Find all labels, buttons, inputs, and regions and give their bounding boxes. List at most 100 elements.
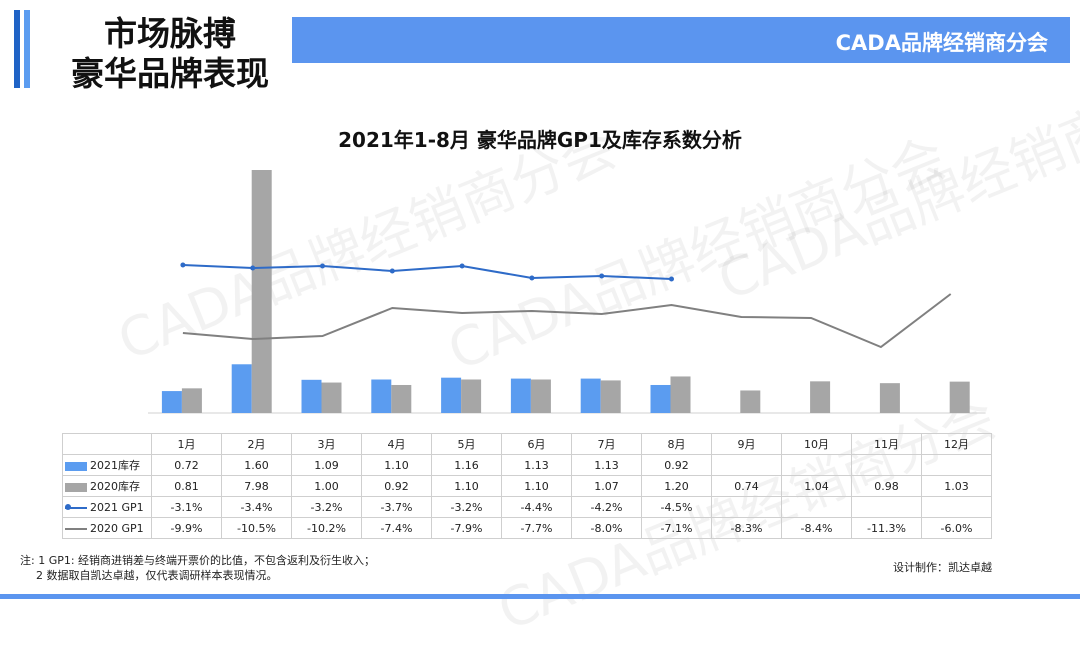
page-title-line1: 市场脉搏: [104, 14, 236, 53]
table-header-cell: 2月: [221, 433, 292, 455]
table-header-cell: 6月: [501, 433, 572, 455]
bar-2020-inventory: [530, 379, 551, 413]
table-cell: 7.98: [221, 475, 292, 497]
table-cell: -10.5%: [221, 517, 292, 539]
credit: 设计制作：凯达卓越: [893, 561, 992, 574]
bar-2020-inventory: [949, 381, 970, 413]
table-cell: 0.92: [361, 475, 432, 497]
table-cell: -3.2%: [431, 496, 502, 518]
table-header-cell: 9月: [711, 433, 782, 455]
bar-2021-inventory: [510, 378, 531, 413]
header-accent-bar: [14, 10, 20, 88]
legend-swatch: [65, 461, 87, 471]
chart-title: 2021年1-8月 豪华品牌GP1及库存系数分析: [338, 128, 742, 152]
bar-2020-inventory: [461, 379, 482, 413]
table-cell: -8.4%: [781, 517, 852, 539]
bar-2020-inventory: [321, 382, 342, 413]
table-cell: 0.92: [641, 454, 712, 476]
table-cell: -7.9%: [431, 517, 502, 539]
legend-entry: 2020库存: [62, 475, 152, 497]
legend-swatch: [65, 482, 87, 492]
point-2021-gp1: [250, 265, 256, 271]
table-cell: -3.4%: [221, 496, 292, 518]
bar-2020-inventory: [391, 384, 412, 413]
table-cell: -8.0%: [571, 517, 642, 539]
table-cell: 1.10: [431, 475, 502, 497]
point-2021-gp1: [180, 262, 186, 268]
bar-2021-inventory: [231, 364, 252, 413]
table-cell: 1.03: [921, 475, 992, 497]
table-cell: -4.5%: [641, 496, 712, 518]
legend-entry: 2021库存: [62, 454, 152, 476]
bar-2021-inventory: [580, 378, 601, 413]
bar-2020-inventory: [670, 376, 691, 413]
bar-2021-inventory: [161, 391, 182, 413]
point-2021-gp1: [459, 263, 465, 269]
table-cell: 0.74: [711, 475, 782, 497]
legend-entry: 2020 GP1: [62, 517, 152, 539]
page-title-line2: 豪华品牌表现: [71, 54, 269, 93]
bar-2020-inventory: [600, 380, 621, 413]
page-title: 市场脉搏 豪华品牌表现: [40, 14, 300, 94]
bar-2021-inventory: [441, 377, 462, 413]
table-row: 2021库存 0.72 1.60 1.09 1.10 1.16 1.13 1.13 0.92: [62, 454, 992, 476]
table-cell: -4.2%: [571, 496, 642, 518]
bar-2020-inventory: [251, 170, 272, 413]
point-2021-gp1: [320, 263, 325, 269]
bar-2020-inventory: [181, 388, 202, 413]
table-header-row: 1月 2月 3月 4月 5月 6月 7月 8月 9月 10月 11月 12月: [62, 433, 992, 455]
table-header-cell: 1月: [151, 433, 222, 455]
line-2021-gp1: [182, 264, 672, 280]
table-cell: 1.20: [641, 475, 712, 497]
table-cell: 1.60: [221, 454, 292, 476]
table-cell: -10.2%: [291, 517, 362, 539]
legend-swatch: [65, 503, 87, 510]
footnote-line1: 注: 1 GP1: 经销商进销差与终端开票价的比值，不包含返利及衍生收入；: [20, 554, 376, 567]
bar-2021-inventory: [650, 384, 671, 413]
footnote-line2: 2 数据取自凯达卓越，仅代表调研样本表现情况。: [36, 569, 278, 582]
table-header-cell: 4月: [361, 433, 432, 455]
table-cell: -8.3%: [711, 517, 782, 539]
table-corner: [62, 433, 152, 455]
table-row: 2021 GP1 -3.1% -3.4% -3.2% -3.7% -3.2% -4.4% -4…: [62, 496, 992, 518]
table-cell: -7.1%: [641, 517, 712, 539]
table-header-cell: 10月: [781, 433, 852, 455]
table-header-cell: 3月: [291, 433, 362, 455]
table-cell: [921, 454, 992, 476]
table-cell: 1.16: [431, 454, 502, 476]
table-header-cell: 12月: [921, 433, 992, 455]
table-cell: 0.98: [851, 475, 922, 497]
table-row: 2020库存 0.81 7.98 1.00 0.92 1.10 1.10 1.07 1.20 0.…: [62, 475, 992, 497]
table-cell: [921, 496, 992, 518]
point-2021-gp1: [669, 276, 674, 282]
table-cell: 1.13: [571, 454, 642, 476]
table-cell: -3.2%: [291, 496, 362, 518]
legend-swatch: [65, 527, 87, 530]
bar-2020-inventory: [879, 383, 900, 413]
table-row: 2020 GP1 -9.9% -10.5% -10.2% -7.4% -7.9% -7.7%…: [62, 517, 992, 539]
table-header-cell: 8月: [641, 433, 712, 455]
table-cell: 1.00: [291, 475, 362, 497]
table-cell: 1.10: [361, 454, 432, 476]
table-header-cell: 11月: [851, 433, 922, 455]
table-header-cell: 5月: [431, 433, 502, 455]
table-cell: -3.7%: [361, 496, 432, 518]
footer-bar: [0, 594, 1080, 599]
legend-label: 2021库存: [90, 459, 140, 472]
bar-2021-inventory: [371, 379, 392, 413]
table-cell: -11.3%: [851, 517, 922, 539]
table-cell: [781, 496, 852, 518]
point-2021-gp1: [389, 268, 395, 274]
table-cell: -7.7%: [501, 517, 572, 539]
bar-2020-inventory: [810, 381, 831, 413]
table-cell: 1.13: [501, 454, 572, 476]
table-cell: 1.09: [291, 454, 362, 476]
header-banner: CADA品牌经销商分会: [292, 17, 1070, 63]
table-cell: [711, 496, 782, 518]
header-accent-bar-light: [24, 10, 30, 88]
table-cell: -4.4%: [501, 496, 572, 518]
footnote: 注: 1 GP1: 经销商进销差与终端开票价的比值，不包含返利及衍生收入； 2 …: [20, 553, 375, 583]
table-cell: [851, 454, 922, 476]
table-cell: [781, 454, 852, 476]
legend-label: 2021 GP1: [90, 500, 144, 514]
